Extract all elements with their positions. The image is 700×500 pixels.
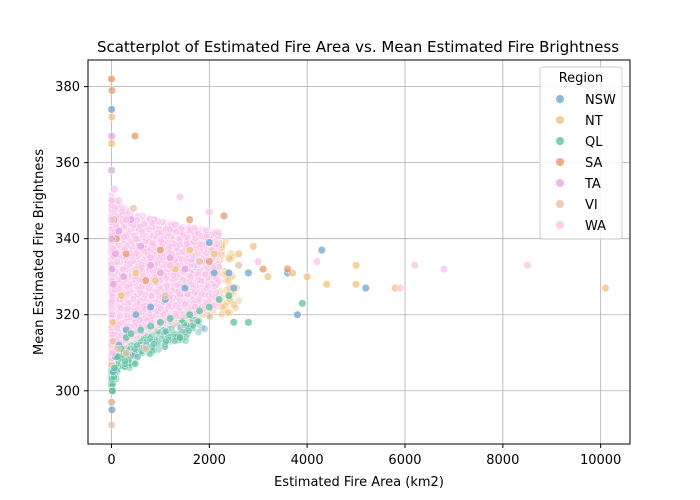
data-point-nt [224, 276, 232, 284]
data-point-nt [217, 310, 226, 319]
data-point-nt [231, 303, 240, 312]
data-point-ql [154, 345, 163, 354]
data-point-ql [121, 357, 129, 366]
chart-title: Scatterplot of Estimated Fire Area vs. M… [97, 38, 619, 56]
data-point-nt [234, 296, 243, 305]
data-points [107, 74, 610, 430]
data-point-nt [224, 308, 232, 316]
data-point-ql [161, 337, 170, 346]
data-point-nt [226, 255, 234, 264]
data-point-nt [206, 313, 214, 321]
data-point-ql [194, 328, 203, 336]
data-point-ql [131, 359, 139, 368]
data-point-ql [184, 326, 193, 335]
